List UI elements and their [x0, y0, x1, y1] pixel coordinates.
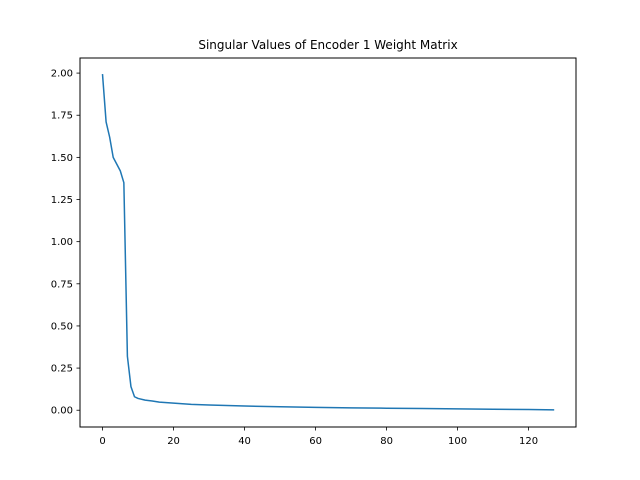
y-tick-label: 2.00: [51, 69, 73, 80]
y-tick-label: 0.00: [51, 406, 73, 417]
plot-layer: [101, 73, 555, 411]
y-tick-label: 1.25: [51, 195, 73, 206]
x-tick-label: 100: [448, 436, 467, 447]
plot-frame: [79, 57, 577, 428]
series-line-0: [101, 73, 555, 411]
y-tick-label: 1.00: [51, 237, 73, 248]
y-tick-label: 1.75: [51, 111, 73, 122]
y-tick-label: 1.50: [51, 153, 73, 164]
y-axis: 0.00 0.25 0.50 0.75 1.00 1.25 1.50 1.75 2.00: [51, 69, 80, 417]
chart-title: Singular Values of Encoder 1 Weight Matr…: [198, 38, 457, 52]
y-tick-label: 0.50: [51, 321, 73, 332]
x-tick-label: 40: [238, 436, 251, 447]
x-tick-label: 120: [519, 436, 538, 447]
x-tick-label: 60: [309, 436, 322, 447]
x-tick-label: 0: [99, 436, 105, 447]
x-tick-label: 20: [167, 436, 180, 447]
y-tick-label: 0.25: [51, 364, 73, 375]
x-tick-label: 80: [380, 436, 393, 447]
x-axis: 0 20 40 60 80 100 120: [99, 427, 538, 447]
y-tick-label: 0.75: [51, 279, 73, 290]
